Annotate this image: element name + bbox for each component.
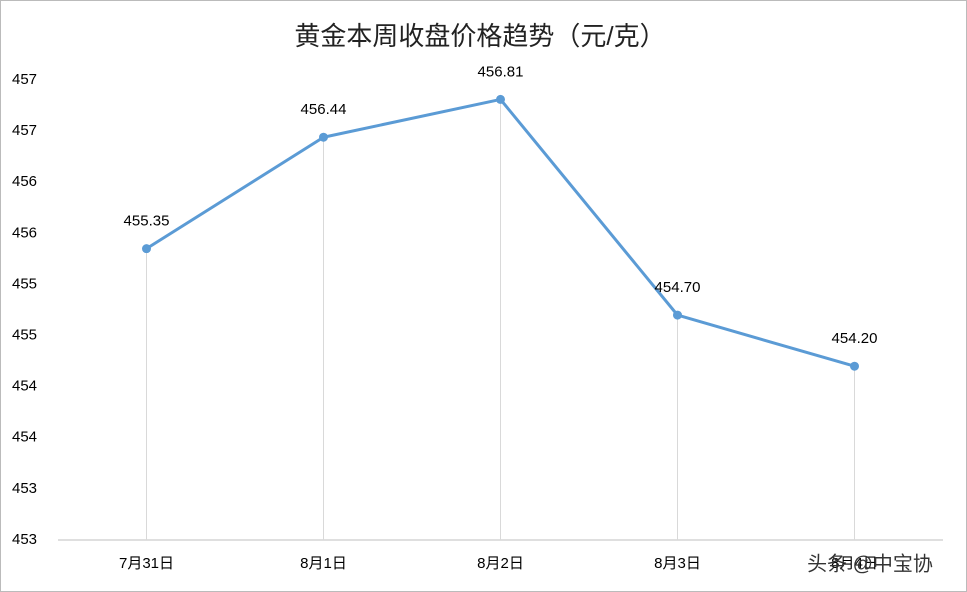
y-tick-label: 456 <box>12 224 37 241</box>
y-tick-label: 455 <box>12 275 37 292</box>
y-tick-label: 457 <box>12 71 37 88</box>
y-tick-label: 454 <box>12 429 37 446</box>
watermark: 头条 @中宝协 <box>807 552 933 575</box>
data-label: 454.70 <box>655 279 701 296</box>
point <box>319 132 328 142</box>
y-tick-label: 453 <box>12 531 37 548</box>
point <box>673 310 682 320</box>
y-tick-label: 456 <box>12 173 37 190</box>
chart-title: 黄金本周收盘价格趋势（元/克） <box>294 21 665 51</box>
x-tick-label: 8月2日 <box>477 555 524 572</box>
y-tick-label: 454 <box>12 378 37 395</box>
y-tick-label: 453 <box>12 480 37 497</box>
data-label: 456.44 <box>301 101 347 118</box>
x-tick-label: 8月3日 <box>654 555 701 572</box>
point <box>142 244 151 254</box>
data-label: 455.35 <box>124 213 170 230</box>
data-label: 456.81 <box>478 63 524 80</box>
x-tick-label: 8月1日 <box>300 555 347 572</box>
y-tick-label: 457 <box>12 122 37 139</box>
x-tick-label: 7月31日 <box>119 555 174 572</box>
y-tick-label: 455 <box>12 327 37 344</box>
x-tick-label: 8月4日 <box>831 555 878 572</box>
data-label: 454.20 <box>832 330 878 347</box>
point <box>496 94 505 104</box>
point <box>850 361 859 371</box>
